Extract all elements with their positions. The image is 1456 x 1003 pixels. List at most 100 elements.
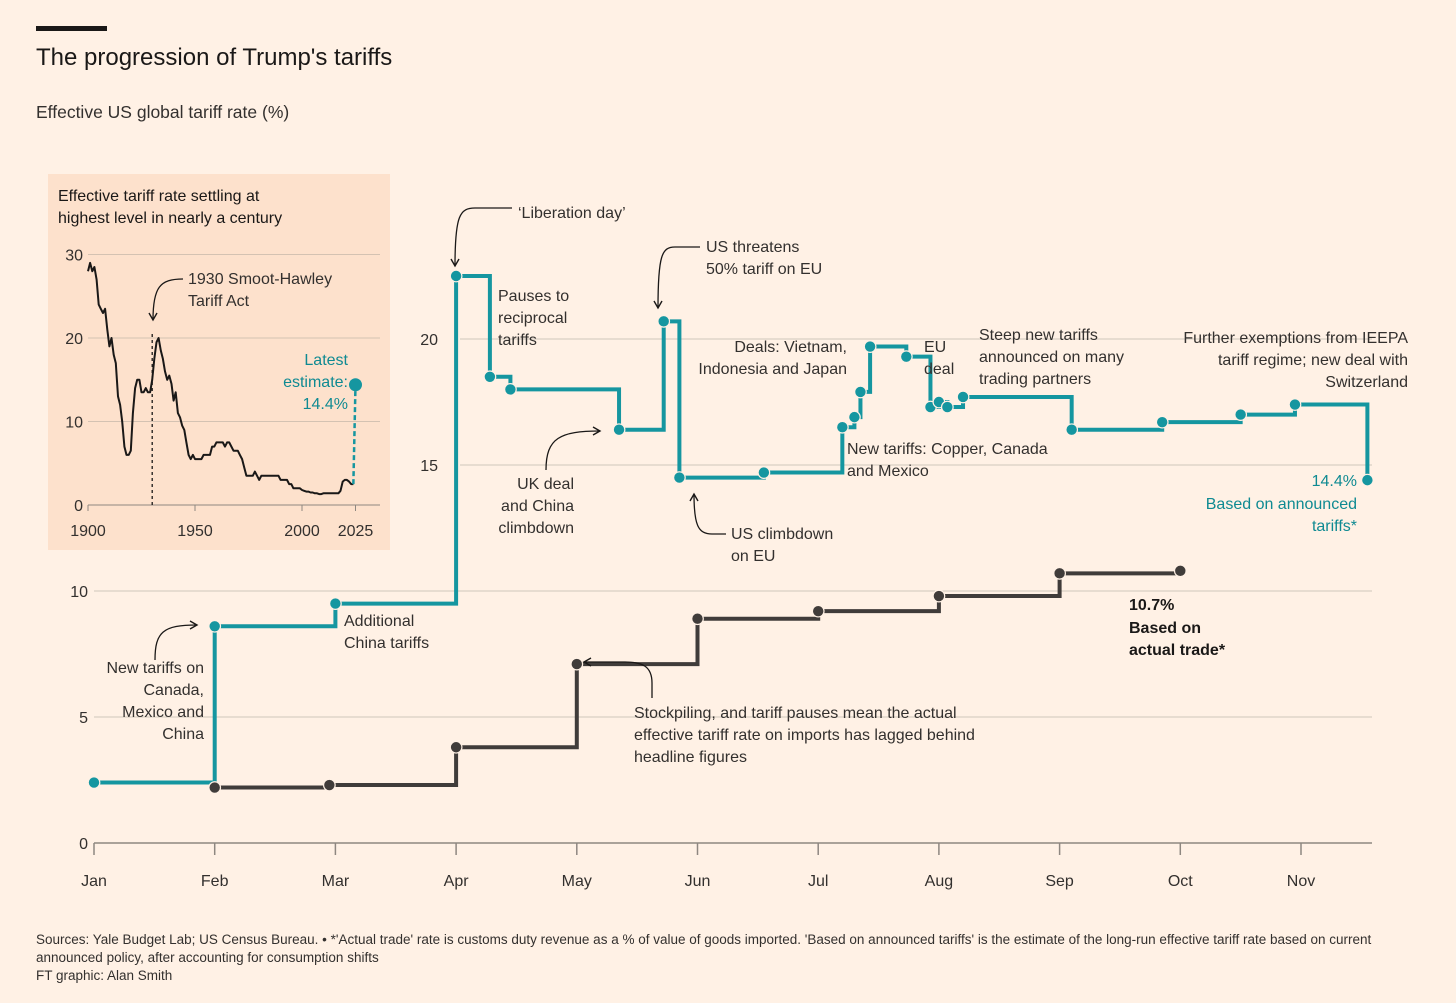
chart-footer: Sources: Yale Budget Lab; US Census Bure… xyxy=(36,931,1421,985)
annotation-copper-tariffs: New tariffs: Copper, Canada xyxy=(847,441,1048,458)
annotations: ‘Liberation day’ Pauses to reciprocal tarif… xyxy=(106,205,1408,766)
y-tick-label: 20 xyxy=(420,332,438,349)
x-tick-label: Aug xyxy=(925,873,953,890)
x-tick-label: Jul xyxy=(808,873,828,890)
annotation-us-threatens: 50% tariff on EU xyxy=(706,261,822,278)
announced-point xyxy=(657,314,671,328)
smoot-hawley-label: 1930 Smoot-Hawley xyxy=(188,271,332,288)
announced-point xyxy=(1360,473,1374,487)
inset-title-line: Effective tariff rate settling at xyxy=(58,188,260,205)
actual-point xyxy=(811,604,825,618)
annotation-pauses: tariffs xyxy=(498,332,537,349)
announced-point xyxy=(1065,423,1079,437)
announced-point xyxy=(940,400,954,414)
announced-end-value: 14.4% xyxy=(1312,473,1357,490)
annotation-copper-tariffs: and Mexico xyxy=(847,463,929,480)
announced-point xyxy=(504,383,517,396)
announced-point xyxy=(848,410,861,424)
announced-point xyxy=(449,269,463,283)
main-series xyxy=(87,269,1374,794)
annotation-eu-deal: EU xyxy=(924,339,946,356)
inset-gridlines xyxy=(88,254,380,506)
actual-point xyxy=(932,589,946,603)
annotation-us-threatens: US threatens xyxy=(706,239,799,256)
main-x-axis: Jan Feb Mar Apr May Jun Jul Aug Sep Oct Nov xyxy=(81,842,1372,890)
actual-end-label: actual trade* xyxy=(1129,642,1226,659)
annotation-new-tariffs: Canada, xyxy=(144,682,205,699)
announced-point xyxy=(87,776,101,789)
inset-y-tick-label: 20 xyxy=(65,331,83,348)
actual-point xyxy=(1173,564,1187,578)
actual-point xyxy=(570,657,584,671)
announced-point xyxy=(835,420,849,434)
y-tick-label: 15 xyxy=(420,458,438,475)
actual-point xyxy=(449,740,463,754)
x-tick-label: May xyxy=(562,873,592,890)
history-line xyxy=(87,261,354,496)
annotation-uk-deal: and China xyxy=(501,498,574,515)
x-tick-label: Feb xyxy=(201,873,229,890)
annotation-new-tariffs: New tariffs on xyxy=(106,660,204,677)
inset-x-tick-label: 1900 xyxy=(70,523,106,540)
inset-x-tick-label: 2000 xyxy=(284,523,320,540)
announced-end-label: tariffs* xyxy=(1312,518,1357,535)
annotation-deals: Deals: Vietnam, xyxy=(734,339,847,356)
x-tick-label: Jun xyxy=(685,873,711,890)
arrow-uk-deal xyxy=(545,426,602,471)
chart-subtitle: Effective US global tariff rate (%) xyxy=(36,102,290,122)
inset-title: Effective tariff rate settling at highest… xyxy=(58,188,282,227)
x-tick-label: Sep xyxy=(1045,873,1074,890)
latest-estimate-dashed-line xyxy=(352,384,357,485)
announced-point xyxy=(1234,408,1248,422)
annotation-steep-tariffs: announced on many xyxy=(979,349,1124,366)
x-tick-label: Oct xyxy=(1168,873,1193,890)
annotation-stockpiling: effective tariff rate on imports has lag… xyxy=(634,727,975,744)
annotation-additional-china: China tariffs xyxy=(344,635,429,652)
annotation-stockpiling: Stockpiling, and tariff pauses mean the … xyxy=(634,705,957,722)
annotation-stockpiling: headline figures xyxy=(634,749,747,766)
annotation-pauses: Pauses to xyxy=(498,288,569,305)
latest-estimate-point xyxy=(349,378,362,392)
smoot-hawley-arrow xyxy=(148,278,184,322)
main-y-tick-labels: 0 5 10 15 20 xyxy=(70,332,438,853)
annotation-new-tariffs: China xyxy=(162,726,204,743)
smoot-hawley-label: Tariff Act xyxy=(188,293,250,310)
annotation-uk-deal: climbdown xyxy=(498,520,574,537)
announced-point xyxy=(899,350,913,364)
x-tick-label: Jan xyxy=(81,873,107,890)
annotation-liberation-day: ‘Liberation day’ xyxy=(518,205,626,222)
inset-x-tick-labels: 1900 1950 2000 2025 xyxy=(70,505,373,540)
title-accent-bar xyxy=(36,26,107,31)
arrow-stockpiling xyxy=(582,657,653,698)
actual-end-label: Based on xyxy=(1129,620,1201,637)
annotation-us-climbdown: US climbdown xyxy=(731,526,833,543)
x-tick-label: Mar xyxy=(322,873,350,890)
announced-end-label: Based on announced xyxy=(1206,496,1357,513)
arrow-us-threatens xyxy=(653,246,700,310)
inset-series: Latest estimate: 14.4% 1930 Smoot-Hawley Tar… xyxy=(87,261,362,505)
inset-x-tick-label: 1950 xyxy=(177,523,213,540)
annotation-steep-tariffs: trading partners xyxy=(979,371,1091,388)
annotation-additional-china: Additional xyxy=(344,613,414,630)
y-tick-label: 5 xyxy=(79,710,88,727)
y-tick-label: 0 xyxy=(79,836,88,853)
announced-point xyxy=(483,370,497,384)
annotation-steep-tariffs: Steep new tariffs xyxy=(979,327,1098,344)
actual-point xyxy=(208,781,222,794)
announced-point xyxy=(863,340,877,353)
latest-estimate-label: Latest xyxy=(304,352,348,369)
inset-y-tick-labels: 0 10 20 30 xyxy=(65,248,83,516)
actual-end-value: 10.7% xyxy=(1129,597,1174,614)
annotation-further-exemptions: Switzerland xyxy=(1325,374,1408,391)
announced-point xyxy=(1155,415,1169,429)
arrow-us-climbdown xyxy=(689,492,726,535)
annotation-deals: Indonesia and Japan xyxy=(698,361,847,378)
graphic-credit: FT graphic: Alan Smith xyxy=(36,968,173,983)
sources-note: Sources: Yale Budget Lab; US Census Bure… xyxy=(36,932,1372,965)
annotation-eu-deal: deal xyxy=(924,361,954,378)
announced-point xyxy=(612,423,626,437)
inset-y-tick-label: 0 xyxy=(74,498,83,515)
announced-point xyxy=(329,597,342,610)
latest-estimate-label: estimate: xyxy=(283,374,348,391)
